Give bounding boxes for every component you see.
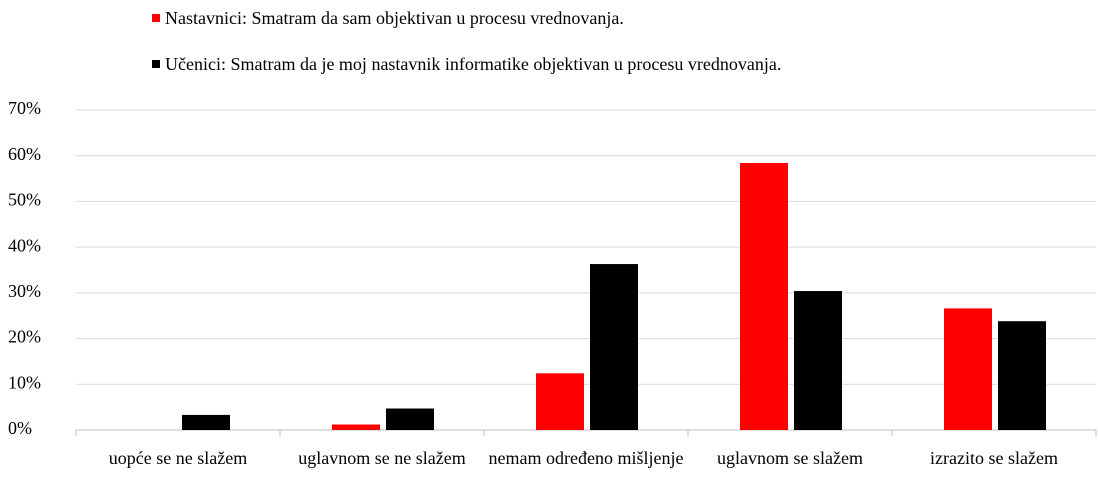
legend-item: Nastavnici: Smatram da sam objektivan u …: [152, 8, 624, 29]
legend-label: Učenici: Smatram da je moj nastavnik inf…: [165, 54, 782, 74]
bar: [998, 321, 1046, 430]
bar: [944, 308, 992, 430]
x-tick-label: izrazito se slažem: [930, 448, 1058, 468]
bar: [332, 424, 380, 430]
bar: [740, 163, 788, 430]
y-tick-label: 20%: [8, 327, 41, 347]
y-tick-label: 50%: [8, 190, 41, 210]
y-tick-label: 40%: [8, 235, 41, 255]
legend-item: Učenici: Smatram da je moj nastavnik inf…: [152, 54, 781, 75]
x-tick-label: uglavnom se ne slažem: [298, 448, 466, 468]
x-tick-label: nemam određeno mišljenje: [488, 448, 684, 468]
legend-label: Nastavnici: Smatram da sam objektivan u …: [165, 8, 624, 28]
bar: [536, 373, 584, 430]
y-tick-label: 10%: [8, 372, 41, 392]
y-tick-label: 70%: [8, 98, 41, 118]
bar: [794, 291, 842, 430]
y-tick-label: 0%: [8, 418, 32, 438]
bar: [386, 408, 434, 430]
legend-swatch: [152, 60, 160, 68]
x-tick-label: uglavnom se slažem: [717, 448, 863, 468]
bar: [182, 414, 230, 430]
x-tick-label: uopće se ne slažem: [108, 448, 248, 468]
legend-swatch: [152, 14, 160, 22]
y-tick-label: 60%: [8, 144, 41, 164]
bar: [590, 264, 638, 430]
y-tick-label: 30%: [8, 281, 41, 301]
